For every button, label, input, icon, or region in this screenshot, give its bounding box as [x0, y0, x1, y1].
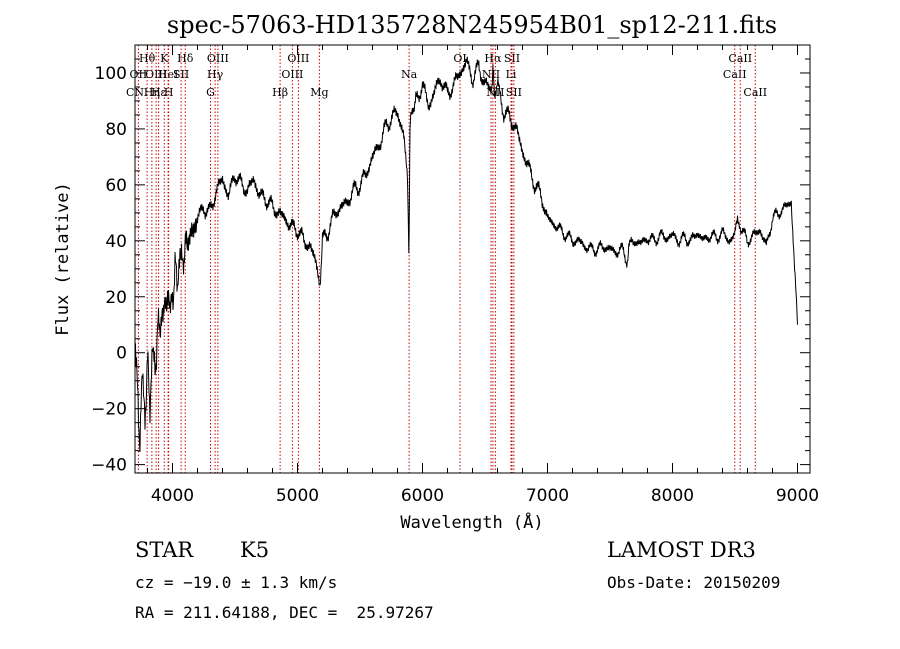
line-label-18: Na	[401, 68, 418, 81]
line-label-25: Li	[506, 68, 517, 81]
y-tick-label-3: 20	[105, 288, 127, 308]
object-subclass: K5	[240, 538, 270, 562]
line-label-11: OIII	[207, 52, 229, 65]
line-label-20: Hα	[484, 52, 502, 65]
y-tick-label-6: 80	[105, 120, 127, 140]
line-label-2: OIII	[145, 68, 167, 81]
line-label-14: Hβ	[272, 86, 288, 99]
spectral-line-markers: HθOIIOIIICNHεKHeIHHηSIIHδOIIIHγGHβOIIIOI…	[126, 45, 767, 473]
plot-frame	[134, 44, 811, 474]
line-label-5: K	[160, 52, 169, 65]
line-label-13: G	[206, 86, 215, 99]
line-label-28: CaII	[743, 86, 767, 99]
y-tick-label-0: −40	[91, 456, 127, 476]
x-tick-label-3: 7000	[526, 486, 569, 506]
line-label-24: SII	[506, 86, 522, 99]
line-label-17: Mg	[310, 86, 328, 99]
line-label-10: Hδ	[177, 52, 194, 65]
y-tick-label-7: 100	[95, 64, 127, 84]
coordinates: RA = 211.64188, DEC = 25.97267	[135, 603, 434, 622]
flux-line	[134, 56, 798, 453]
line-label-26: CaII	[723, 68, 747, 81]
x-tick-label-5: 9000	[776, 486, 819, 506]
obs-date: Obs-Date: 20150209	[607, 573, 781, 592]
line-label-19: OI	[453, 52, 466, 65]
redshift-cz: cz = −19.0 ± 1.3 km/s	[135, 573, 338, 592]
y-tick-label-5: 60	[105, 176, 127, 196]
x-tick-label-4: 8000	[651, 486, 694, 506]
line-label-0: Hθ	[139, 52, 156, 65]
line-label-8: Hη	[144, 86, 160, 99]
y-axis-label: Flux (relative)	[53, 182, 73, 336]
line-label-4: Hε	[151, 86, 167, 99]
x-tick-label-1: 5000	[276, 486, 319, 506]
line-label-1: OII	[130, 68, 148, 81]
y-tick-label-1: −20	[91, 400, 127, 420]
object-class: STAR	[135, 538, 194, 562]
chart-title: spec-57063-HD135728N245954B01_sp12-211.f…	[167, 11, 777, 39]
flux-series	[134, 56, 798, 453]
x-tick-label-2: 6000	[401, 486, 444, 506]
line-label-7: H	[164, 86, 174, 99]
axes: 4000 5000 6000 7000 8000 9000 −40 −20 0 20 40 60 80 1…	[91, 45, 819, 506]
line-label-12: Hγ	[207, 68, 224, 81]
y-tick-label-4: 40	[105, 232, 127, 252]
line-label-9: SII	[173, 68, 189, 81]
line-label-23: SII	[504, 52, 520, 65]
line-label-27: CaII	[728, 52, 752, 65]
x-axis-label: Wavelength (Å)	[400, 511, 543, 533]
line-label-15: OIII	[281, 68, 303, 81]
line-label-16: OIII	[287, 52, 309, 65]
x-tick-label-0: 4000	[151, 486, 194, 506]
survey-name: LAMOST DR3	[607, 538, 756, 562]
y-tick-label-2: 0	[116, 344, 127, 364]
